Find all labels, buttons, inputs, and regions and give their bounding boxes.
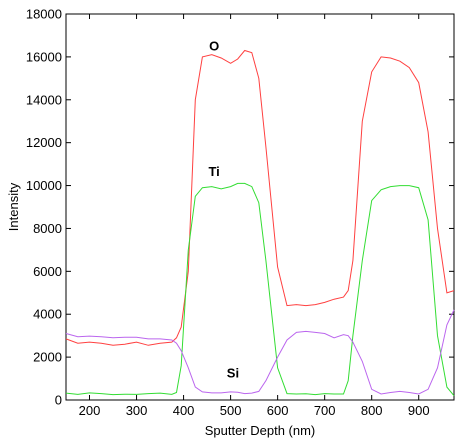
y-tick-label: 8000 — [33, 221, 62, 236]
series-labels-layer: O Ti Si — [208, 38, 239, 380]
y-tick-label: 0 — [55, 393, 62, 408]
y-tick-label: 14000 — [26, 92, 62, 107]
y-tick-label: 4000 — [33, 307, 62, 322]
plot-area — [65, 13, 455, 401]
x-tick-label: 900 — [408, 403, 430, 418]
series-label-si: Si — [227, 365, 239, 380]
series-label-ti: Ti — [208, 164, 219, 179]
y-tick-label: 18000 — [26, 7, 62, 22]
x-tick-label: 400 — [173, 403, 195, 418]
y-tick-label: 6000 — [33, 264, 62, 279]
y-tick-label: 16000 — [26, 49, 62, 64]
x-tick-label: 500 — [220, 403, 242, 418]
y-tick-label: 12000 — [26, 135, 62, 150]
series-line-ti — [65, 182, 455, 397]
y-axis-label: Intensity — [6, 182, 21, 231]
series-layer — [65, 49, 455, 397]
x-tick-label: 600 — [267, 403, 289, 418]
series-line-o — [65, 49, 455, 346]
x-tick-label: 800 — [361, 403, 383, 418]
x-tick-label: 300 — [126, 403, 148, 418]
y-tick-label: 2000 — [33, 350, 62, 365]
series-line-si — [65, 309, 455, 395]
x-axis-label: Sputter Depth (nm) — [205, 423, 316, 438]
x-tick-label: 200 — [79, 403, 101, 418]
series-label-o: O — [209, 38, 219, 53]
x-tick-label: 700 — [314, 403, 336, 418]
ticks-layer: 200 300 400 500 600 700 800 900 0 2000 4000 6000 800… — [26, 7, 454, 418]
y-tick-label: 10000 — [26, 178, 62, 193]
